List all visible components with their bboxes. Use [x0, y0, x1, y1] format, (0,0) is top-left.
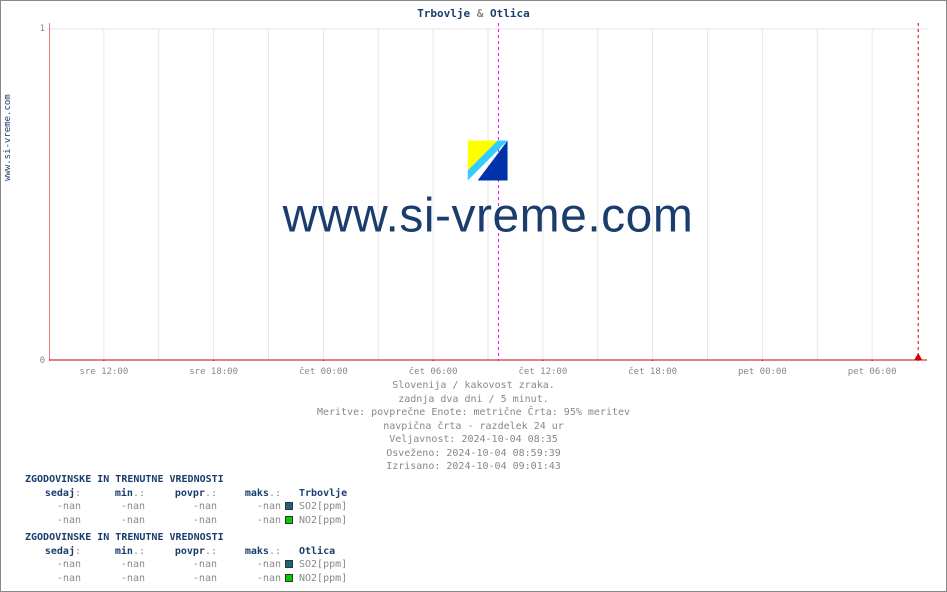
series-label: NO2[ppm]: [281, 514, 401, 528]
series-label: SO2[ppm]: [281, 500, 401, 514]
hdr-now: sedaj:: [25, 545, 81, 559]
chart-meta: Slovenija / kakovost zraka. zadnja dva d…: [1, 379, 946, 474]
val-min: -nan: [81, 514, 145, 528]
stats-data-row: -nan-nan-nan-nanSO2[ppm]: [25, 558, 401, 572]
series-swatch-icon: [285, 516, 293, 524]
val-now: -nan: [25, 500, 81, 514]
meta-line: Osveženo: 2024-10-04 08:59:39: [1, 447, 946, 461]
xtick-label: čet 18:00: [628, 367, 677, 377]
xtick-label: čet 12:00: [518, 367, 567, 377]
series-swatch-icon: [285, 560, 293, 568]
hdr-now: sedaj:: [25, 487, 81, 501]
val-max: -nan: [217, 514, 281, 528]
meta-line: navpična črta - razdelek 24 ur: [1, 420, 946, 434]
val-min: -nan: [81, 572, 145, 586]
station-name: Otlica: [281, 545, 401, 559]
stats-data-row: -nan-nan-nan-nanNO2[ppm]: [25, 514, 401, 528]
station-name: Trbovlje: [281, 487, 401, 501]
val-max: -nan: [217, 572, 281, 586]
xtick-label: pet 00:00: [738, 367, 787, 377]
val-max: -nan: [217, 558, 281, 572]
stats-block: ZGODOVINSKE IN TRENUTNE VREDNOSTIsedaj:m…: [25, 473, 401, 527]
series-label: NO2[ppm]: [281, 572, 401, 586]
series-label: SO2[ppm]: [281, 558, 401, 572]
meta-line: Veljavnost: 2024-10-04 08:35: [1, 433, 946, 447]
series-swatch-icon: [285, 502, 293, 510]
meta-line: Meritve: povprečne Enote: metrične Črta:…: [1, 406, 946, 420]
title-ampersand: &: [477, 7, 484, 20]
val-min: -nan: [81, 500, 145, 514]
series-swatch-icon: [285, 574, 293, 582]
title-loc1: Trbovlje: [417, 7, 470, 20]
xtick-label: sre 18:00: [189, 367, 238, 377]
hdr-min: min.:: [81, 487, 145, 501]
hdr-max: maks.:: [217, 487, 281, 501]
val-min: -nan: [81, 558, 145, 572]
hdr-max: maks.:: [217, 545, 281, 559]
val-max: -nan: [217, 500, 281, 514]
watermark-logo-icon: [468, 141, 508, 185]
val-avg: -nan: [145, 514, 217, 528]
stats-title: ZGODOVINSKE IN TRENUTNE VREDNOSTI: [25, 531, 401, 545]
meta-line: Izrisano: 2024-10-04 09:01:43: [1, 460, 946, 474]
val-now: -nan: [25, 558, 81, 572]
stats-data-row: -nan-nan-nan-nanNO2[ppm]: [25, 572, 401, 586]
ytick-1: 1: [35, 24, 45, 34]
val-now: -nan: [25, 572, 81, 586]
val-avg: -nan: [145, 572, 217, 586]
chart-plot-area: www.si-vreme.com: [49, 23, 927, 361]
title-loc2: Otlica: [490, 7, 530, 20]
stats-header-row: sedaj:min.:povpr.:maks.:Trbovlje: [25, 487, 401, 501]
hdr-min: min.:: [81, 545, 145, 559]
val-avg: -nan: [145, 558, 217, 572]
stats-title: ZGODOVINSKE IN TRENUTNE VREDNOSTI: [25, 473, 401, 487]
side-url-label: www.si-vreme.com: [3, 94, 13, 181]
xtick-label: pet 06:00: [848, 367, 897, 377]
watermark-text: www.si-vreme.com: [283, 189, 694, 244]
val-avg: -nan: [145, 500, 217, 514]
stats-block: ZGODOVINSKE IN TRENUTNE VREDNOSTIsedaj:m…: [25, 531, 401, 585]
xtick-label: sre 12:00: [79, 367, 128, 377]
ytick-0: 0: [35, 356, 45, 366]
watermark: www.si-vreme.com: [283, 141, 694, 244]
xtick-label: čet 06:00: [409, 367, 458, 377]
hdr-avg: povpr.:: [145, 487, 217, 501]
chart-title: Trbovlje & Otlica: [1, 7, 946, 20]
hdr-avg: povpr.:: [145, 545, 217, 559]
stats-data-row: -nan-nan-nan-nanSO2[ppm]: [25, 500, 401, 514]
meta-line: Slovenija / kakovost zraka.: [1, 379, 946, 393]
val-now: -nan: [25, 514, 81, 528]
xtick-label: čet 00:00: [299, 367, 348, 377]
stats-header-row: sedaj:min.:povpr.:maks.:Otlica: [25, 545, 401, 559]
meta-line: zadnja dva dni / 5 minut.: [1, 393, 946, 407]
